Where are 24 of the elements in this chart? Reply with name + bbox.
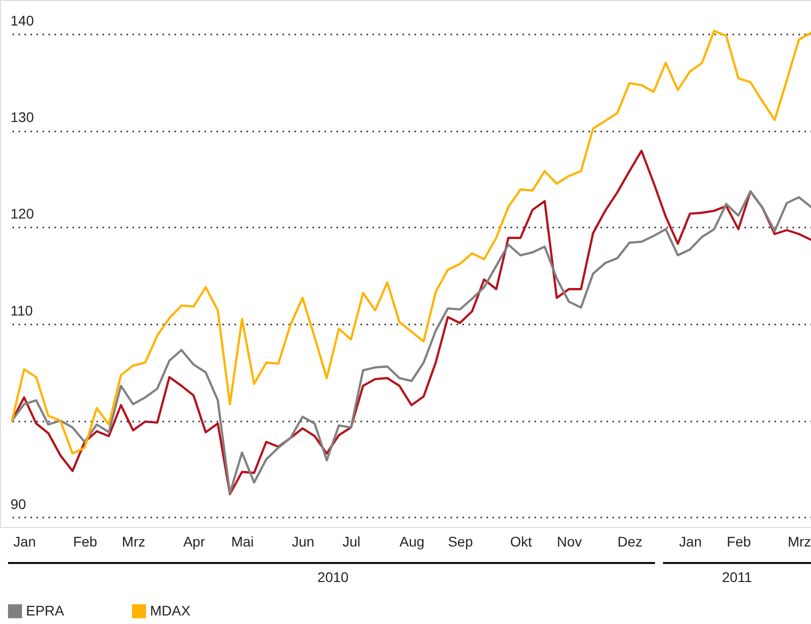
x-tick-label: Aug (400, 534, 424, 550)
x-tick-label: Apr (183, 534, 206, 550)
legend-label: MDAX (150, 602, 192, 618)
x-tick-label: Mai (231, 534, 254, 550)
legend-label: EPRA (26, 602, 65, 618)
x-tick-label: Mrz (788, 534, 811, 550)
text: 2011 (722, 569, 752, 585)
x-tick-label: Feb (726, 534, 752, 550)
x-tick-label: Okt (510, 534, 532, 550)
y-tick-label: 120 (10, 206, 34, 222)
x-tick-label: Sep (448, 534, 474, 550)
x-tick-label: Dez (617, 534, 642, 550)
x-tick-label: Feb (73, 534, 98, 550)
x-tick-label: Jan (13, 534, 36, 550)
x-tick-label: Mrz (122, 534, 146, 550)
y-tick-label: 90 (10, 496, 26, 512)
x-tick-label: Jun (292, 534, 314, 550)
x-tick-label: Nov (556, 534, 582, 550)
x-tick-label: Jan (679, 534, 702, 550)
x-tick-label: Jul (342, 534, 360, 550)
y-tick-label: 140 (10, 12, 34, 28)
y-tick-label: 130 (10, 109, 34, 126)
text: 2010 (317, 569, 349, 585)
y-tick-label: 110 (10, 302, 34, 318)
